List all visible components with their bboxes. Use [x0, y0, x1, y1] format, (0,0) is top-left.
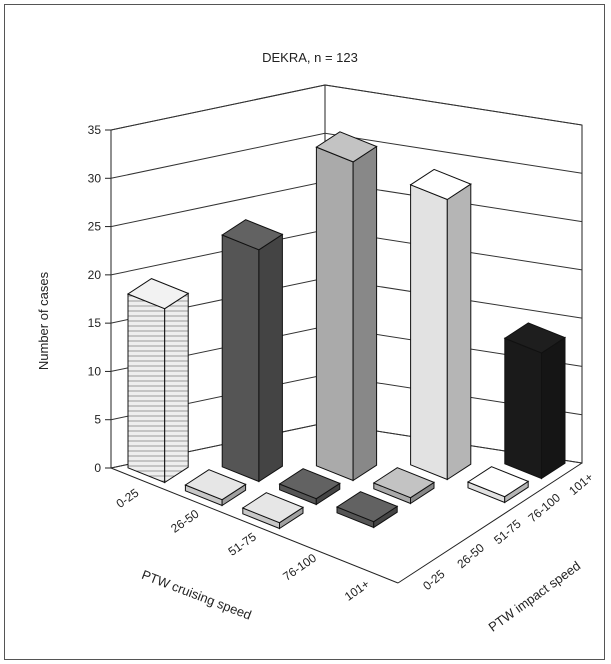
- bar-face-top: [126, 278, 190, 310]
- y-tick-label: 20: [88, 268, 102, 282]
- bar-0-25-0-25: [126, 278, 190, 484]
- bar-face-top: [278, 468, 341, 500]
- bar-face-top: [466, 466, 530, 498]
- bar-face-top: [221, 219, 284, 251]
- bar-face-side: [352, 145, 378, 482]
- bar-76-100-51-75: [372, 467, 436, 505]
- bar-101+-76-100: [466, 466, 530, 504]
- gridline: [110, 132, 583, 179]
- bar-face-front: [410, 184, 448, 481]
- axis-lines: [105, 129, 583, 584]
- impact-tick-label: 76-100: [525, 490, 563, 525]
- bar-26-50-0-25: [184, 469, 247, 507]
- chart-frame: 0 5 10 15 20 25 30 35 0-25 26-50 51-75 76-100 101+ …: [4, 4, 605, 660]
- bar-face-top: [241, 492, 305, 524]
- bar-76-100-76-100: [409, 168, 472, 481]
- bar-face-top: [503, 322, 567, 354]
- bar-face-top: [335, 491, 399, 523]
- z-axis-label: PTW impact speed: [486, 558, 584, 635]
- cruising-tick-label: 76-100: [280, 551, 319, 584]
- bar-face-side: [541, 336, 566, 480]
- y-tick-label: 15: [88, 316, 102, 330]
- impact-tick-label: 26-50: [454, 541, 487, 572]
- y-tick-label: 25: [88, 220, 102, 234]
- bar-face-top: [184, 469, 247, 501]
- y-tick-label: 10: [88, 364, 102, 378]
- y-axis-label: Number of cases: [36, 271, 51, 370]
- bar-76-100-26-50: [335, 491, 399, 529]
- cruising-tick-label: 0-25: [114, 485, 142, 510]
- bar-face-side: [446, 183, 472, 481]
- impact-tick-label: 101+: [566, 470, 596, 498]
- bar-51-75-0-25: [241, 492, 305, 530]
- bar-face-side: [258, 233, 283, 483]
- chart-title: DEKRA, n = 123: [262, 50, 358, 65]
- bar-face-top: [372, 467, 436, 499]
- y-tick-label: 35: [88, 123, 102, 137]
- bar-face-top: [409, 168, 472, 201]
- impact-axis-line: [397, 462, 583, 584]
- bars: [126, 131, 567, 530]
- bar-face-top: [315, 131, 378, 163]
- cruising-tick-label: 26-50: [168, 507, 201, 536]
- gridline: [110, 84, 583, 131]
- y-tick-label: 30: [88, 171, 102, 185]
- y-tick-label: 5: [94, 413, 101, 427]
- impact-tick-label: 51-75: [491, 517, 524, 548]
- bar-51-75-26-50: [278, 468, 341, 506]
- x-axis-label: PTW cruising speed: [140, 567, 254, 623]
- y-tick-labels: 0 5 10 15 20 25 30 35: [88, 123, 102, 475]
- y-tick-label: 0: [94, 461, 101, 475]
- bar-face-front: [127, 293, 166, 484]
- bar-face-front: [315, 146, 354, 482]
- bar-face-side: [164, 292, 189, 484]
- bar-101+-101+: [503, 322, 567, 480]
- bar-26-50-26-50: [221, 219, 284, 483]
- cruising-tick-label: 51-75: [226, 530, 259, 559]
- bar-51-75-51-75: [315, 131, 378, 482]
- cruising-speed-tick-labels: 0-25 26-50 51-75 76-100 101+: [114, 485, 373, 603]
- impact-tick-label: 0-25: [420, 567, 448, 593]
- cruising-axis-line: [110, 467, 399, 584]
- bar-face-front: [504, 337, 542, 480]
- bar-face-front: [221, 234, 260, 483]
- cruising-tick-label: 101+: [342, 577, 372, 604]
